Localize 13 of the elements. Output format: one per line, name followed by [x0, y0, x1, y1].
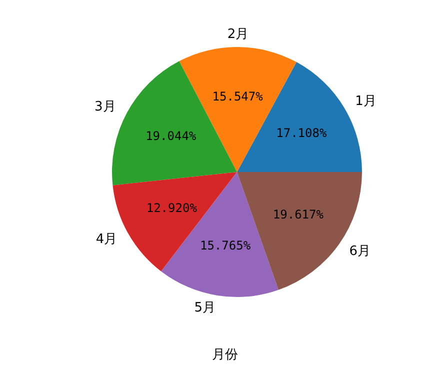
- data-label: 19.617%: [272, 208, 324, 222]
- slice-label: 4月: [96, 232, 118, 247]
- slice-label: 2月: [227, 27, 249, 42]
- slice-label: 6月: [349, 244, 370, 260]
- data-label: 12.920%: [146, 201, 198, 216]
- data-label: 15.547%: [212, 89, 264, 104]
- data-label: 17.108%: [276, 126, 328, 140]
- slice-label: 5月: [194, 300, 216, 316]
- slice-label: 3月: [94, 100, 116, 115]
- slice-label: 1月: [355, 94, 376, 110]
- data-label: 19.044%: [146, 128, 197, 143]
- data-label: 15.765%: [200, 238, 252, 252]
- text: 月份: [212, 348, 238, 363]
